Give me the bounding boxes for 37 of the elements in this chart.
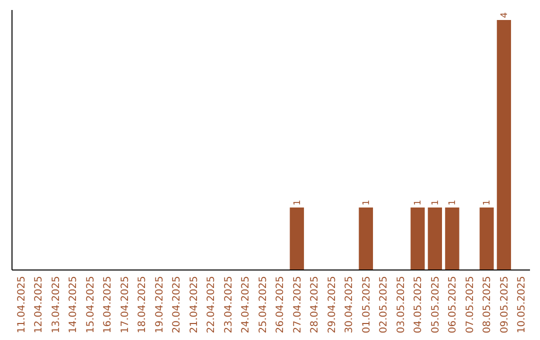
x-tick-label: 08.05.2025 (482, 276, 494, 334)
x-tick-label: 05.05.2025 (430, 276, 442, 334)
x-tick-label: 18.04.2025 (137, 276, 148, 334)
x-tick-label: 03.05.2025 (396, 276, 407, 334)
x-tick-label: 26.04.2025 (275, 276, 286, 334)
data-label: 1 (430, 200, 441, 206)
x-tick-label: 25.04.2025 (258, 276, 269, 334)
x-tick-label: 09.05.2025 (499, 276, 510, 334)
x-tick-label: 19.04.2025 (154, 276, 166, 334)
data-label: 1 (482, 200, 493, 206)
data-label: 1 (448, 200, 458, 206)
x-tick-label: 29.04.2025 (326, 276, 338, 334)
x-tick-label: 28.04.2025 (310, 276, 321, 334)
x-tick-label: 27.04.2025 (292, 276, 304, 334)
x-tick-label: 10.05.2025 (516, 276, 528, 334)
x-tick-label: 13.04.2025 (50, 276, 62, 334)
x-tick-label: 30.04.2025 (344, 276, 356, 334)
data-label: 1 (292, 200, 303, 206)
x-tick-label: 07.05.2025 (464, 276, 476, 334)
x-tick-label: 12.04.2025 (34, 276, 45, 334)
x-tick-label: 21.04.2025 (188, 276, 200, 334)
data-label: 1 (414, 200, 424, 206)
x-tick-label: 11.04.2025 (16, 276, 28, 334)
x-tick-label: 06.05.2025 (448, 276, 459, 334)
x-tick-label: 17.04.2025 (120, 276, 131, 334)
x-tick-label: 04.05.2025 (413, 276, 424, 334)
x-tick-label: 22.04.2025 (206, 276, 218, 334)
data-label: 4 (500, 12, 510, 18)
x-tick-label: 01.05.2025 (361, 276, 372, 334)
x-tick-label: 15.04.2025 (85, 276, 96, 334)
x-tick-label: 23.04.2025 (223, 276, 234, 334)
data-label: 1 (362, 200, 372, 206)
x-tick-label: 02.05.2025 (378, 276, 390, 334)
x-tick-label: 14.04.2025 (68, 276, 80, 334)
x-tick-label: 24.04.2025 (240, 276, 252, 334)
x-tick-label: 20.04.2025 (172, 276, 183, 334)
x-tick-label: 16.04.2025 (102, 276, 114, 334)
